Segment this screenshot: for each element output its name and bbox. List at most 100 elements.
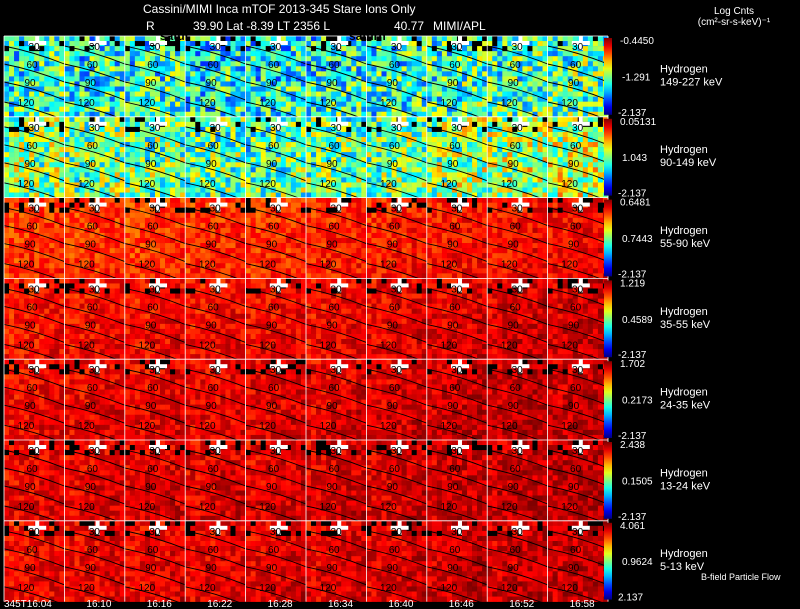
heatmap-cell: [552, 111, 558, 118]
heatmap-cell: [341, 61, 347, 67]
heatmap-cell: [114, 111, 121, 118]
heatmap-cell: [64, 187, 70, 193]
heatmap-cell: [542, 76, 548, 82]
heatmap-cell: [39, 81, 45, 87]
heatmap-cell: [24, 46, 30, 52]
heatmap-cell: [144, 142, 151, 148]
heatmap-cell: [104, 111, 110, 118]
heatmap-cell: [517, 187, 523, 193]
heatmap-cell: [451, 142, 458, 148]
heatmap-cell: [9, 96, 15, 102]
heatmap-cell: [109, 41, 115, 47]
heatmap-cell: [341, 157, 347, 163]
heatmap-cell: [502, 71, 508, 77]
heatmap-cell: [160, 207, 166, 214]
heatmap-cell: [462, 96, 468, 102]
heatmap-cell: [210, 227, 216, 234]
contour-label: 120: [199, 179, 216, 190]
heatmap-cell: [265, 56, 272, 62]
heatmap-cell: [527, 101, 533, 107]
heatmap-cell: [497, 152, 503, 158]
heatmap-cell: [300, 202, 307, 208]
heatmap-cell: [134, 187, 141, 193]
heatmap-cell: [260, 187, 267, 193]
heatmap-cell: [99, 91, 105, 97]
heatmap-cell: [341, 167, 347, 173]
heatmap-cell: [527, 142, 533, 148]
heatmap-cell: [416, 137, 423, 143]
heatmap-cell: [220, 172, 226, 178]
heatmap-cell: [165, 207, 171, 214]
heatmap-cell: [14, 253, 20, 259]
contour-line: [426, 45, 488, 65]
heatmap-cell: [587, 192, 594, 198]
heatmap-cell: [572, 66, 579, 72]
heatmap-cell: [119, 192, 126, 198]
heatmap-cell: [441, 192, 448, 198]
heatmap-cell: [9, 172, 15, 178]
heatmap-cell: [306, 51, 312, 57]
heatmap-cell: [441, 137, 448, 143]
heatmap-cell: [49, 202, 55, 208]
heatmap-cell: [154, 152, 161, 158]
heatmap-cell: [24, 96, 30, 102]
heatmap-cell: [275, 187, 282, 193]
heatmap-cell: [557, 66, 563, 72]
heatmap-cell: [260, 207, 267, 214]
heatmap-cell: [180, 116, 186, 123]
heatmap-cell: [49, 116, 55, 123]
heatmap-cell: [14, 197, 20, 203]
heatmap-cell: [567, 91, 574, 97]
heatmap-cell: [306, 137, 312, 143]
heatmap-cell: [210, 66, 216, 72]
heatmap-cell: [34, 212, 40, 219]
heatmap-cell: [462, 36, 468, 42]
heatmap-cell: [351, 131, 357, 138]
heatmap-cell: [190, 41, 196, 47]
heatmap-cell: [386, 121, 392, 128]
heatmap-cell: [74, 36, 80, 42]
heatmap-cell: [170, 187, 176, 193]
heatmap-cell: [547, 91, 553, 97]
heatmap-cell: [175, 152, 181, 158]
heatmap-cell: [542, 101, 548, 107]
heatmap-cell: [205, 172, 211, 178]
contour-label: 30: [28, 42, 40, 53]
heatmap-cell: [44, 167, 50, 173]
heatmap-cell: [185, 106, 191, 113]
heatmap-cell: [180, 81, 186, 87]
heatmap-cell: [356, 162, 362, 168]
heatmap-cell: [149, 263, 156, 269]
heatmap-cell: [472, 66, 478, 72]
heatmap-cell: [160, 263, 166, 269]
heatmap-cell: [346, 46, 352, 52]
heatmap-cell: [366, 66, 372, 72]
heatmap-cell: [104, 243, 110, 249]
contour-label: 30: [149, 42, 161, 53]
heatmap-cell: [59, 263, 65, 269]
heatmap-cell: [104, 71, 110, 77]
heatmap-cell: [44, 96, 50, 102]
heatmap-cell: [195, 51, 201, 57]
heatmap-cell: [331, 101, 337, 107]
heatmap-cell: [371, 142, 377, 148]
heatmap-cell: [290, 177, 297, 183]
heatmap-cell: [230, 126, 236, 133]
heatmap-cell: [557, 152, 563, 158]
heatmap-cell: [356, 137, 362, 143]
heatmap-cell: [205, 56, 211, 62]
heatmap-cell: [592, 61, 599, 67]
heatmap-cell: [54, 258, 60, 264]
heatmap-cell: [366, 121, 372, 128]
heatmap-cell: [54, 152, 60, 158]
heatmap-cell: [577, 177, 584, 183]
heatmap-cell: [160, 197, 166, 203]
heatmap-cell: [562, 177, 569, 183]
heatmap-cell: [215, 76, 221, 82]
heatmap-cell: [149, 46, 156, 52]
species-label: Hydrogen: [660, 63, 708, 75]
heatmap-cell: [144, 76, 151, 82]
heatmap-cell: [240, 172, 246, 178]
heatmap-cell: [472, 162, 478, 168]
heatmap-cell: [597, 86, 604, 92]
